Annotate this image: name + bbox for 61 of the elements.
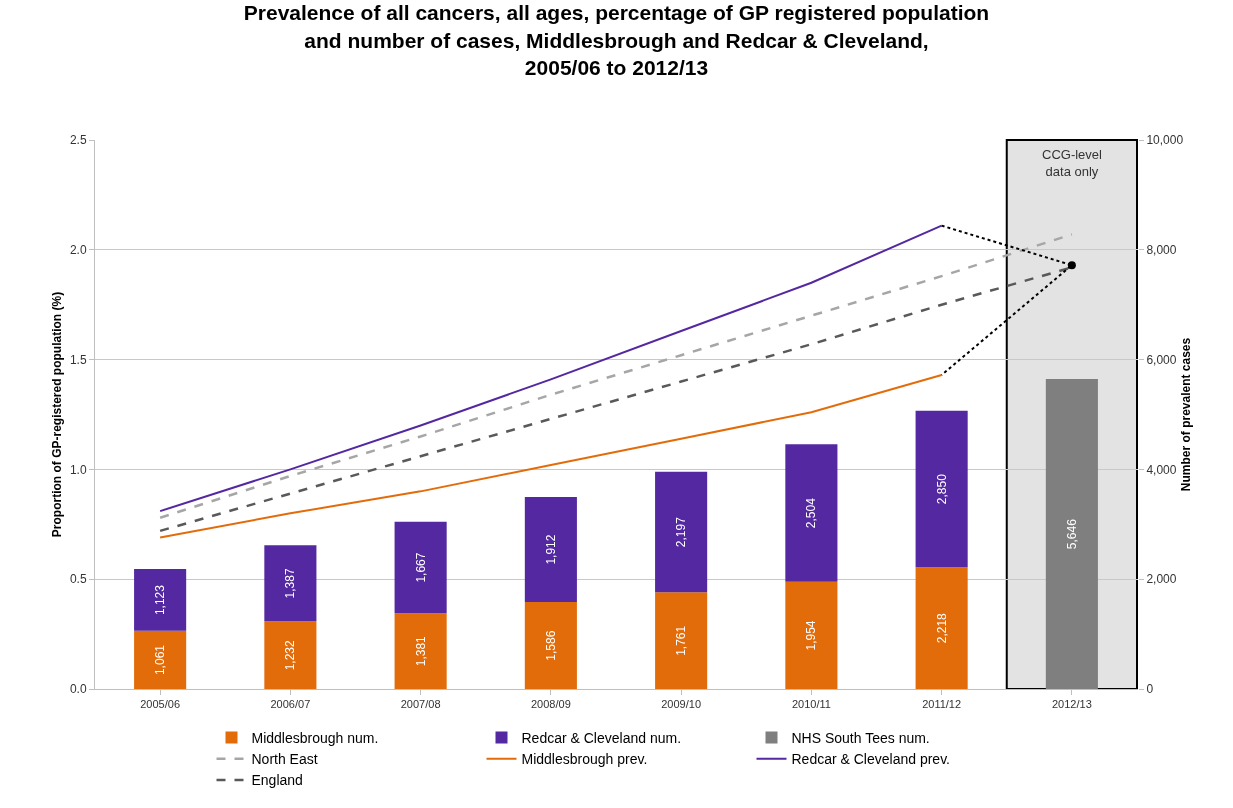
y2-tick-label: 6,000 xyxy=(1146,352,1177,367)
bar xyxy=(394,613,447,689)
bar xyxy=(134,630,187,689)
data-label: 5,646 xyxy=(1064,518,1079,550)
y2-tick-label: 10,000 xyxy=(1146,133,1184,148)
legend-label: NHS South Tees num. xyxy=(791,730,930,746)
bar xyxy=(524,601,577,689)
legend-label: Redcar & Cleveland num. xyxy=(521,730,682,746)
legend-label: Redcar & Cleveland prev. xyxy=(791,751,950,768)
legend-label: Middlesbrough num. xyxy=(251,730,379,746)
bar xyxy=(655,592,708,689)
y-tick-label: 1.0 xyxy=(69,462,87,477)
y2-tick-label: 8,000 xyxy=(1146,243,1177,257)
bar xyxy=(1045,379,1098,689)
data-label: 2,850 xyxy=(934,473,949,505)
x-tick-label: 2010/11 xyxy=(791,698,831,711)
bar xyxy=(394,521,447,614)
bar xyxy=(134,569,187,631)
bar xyxy=(785,444,838,582)
data-label: 1,381 xyxy=(413,635,428,667)
bar xyxy=(785,581,838,689)
y-tick-label: 2.5 xyxy=(69,133,87,148)
y2-axis-title: Number of prevalent cases xyxy=(1178,337,1193,492)
x-tick-label: 2011/12 xyxy=(922,698,962,711)
bar xyxy=(915,410,968,568)
data-label: 1,123 xyxy=(153,584,168,616)
band-label: CCG-level data only xyxy=(1042,147,1103,179)
data-label: 2,197 xyxy=(674,516,689,548)
data-label: 2,218 xyxy=(934,612,949,644)
data-label: 2,504 xyxy=(804,497,819,529)
y2-tick-label: 4,000 xyxy=(1146,462,1177,477)
data-label: 1,061 xyxy=(153,644,168,676)
y-tick-label: 0.0 xyxy=(69,682,87,697)
legend-label: England xyxy=(251,772,303,789)
x-tick-label: 2008/09 xyxy=(531,698,571,711)
bar xyxy=(524,496,577,602)
y2-tick-label: 2,000 xyxy=(1146,572,1177,587)
data-label: 1,954 xyxy=(804,620,819,651)
data-label: 1,586 xyxy=(543,630,558,661)
data-label: 1,232 xyxy=(283,640,298,671)
y2-tick-label: 0 xyxy=(1146,682,1154,697)
data-label: 1,912 xyxy=(543,534,558,565)
chart-title: Prevalence of all cancers, all ages, percentage of GP registered population and number of cases, Middlesbrough and Redcar & Cleveland, 2005/06 to 2012/13 xyxy=(243,1,990,79)
y-tick-label: 1.5 xyxy=(69,352,87,367)
legend-label: North East xyxy=(251,751,318,768)
data-label: 1,387 xyxy=(283,568,298,599)
data-label: 1,761 xyxy=(674,625,689,656)
bar xyxy=(264,545,317,622)
data-label: 1,667 xyxy=(413,552,428,583)
bar xyxy=(655,471,708,593)
x-tick-label: 2005/06 xyxy=(140,698,181,711)
bar xyxy=(915,567,968,689)
x-tick-label: 2006/07 xyxy=(270,698,311,711)
x-tick-label: 2012/13 xyxy=(1052,698,1092,711)
x-tick-label: 2009/10 xyxy=(661,698,702,711)
y-tick-label: 2.0 xyxy=(69,243,87,257)
legend-label: Middlesbrough prev. xyxy=(521,751,648,768)
x-tick-label: 2007/08 xyxy=(400,698,441,711)
y-axis-title: Proportion of GP-registered population (%) xyxy=(50,291,64,538)
y-tick-label: 0.5 xyxy=(69,572,87,587)
bar xyxy=(264,621,317,689)
